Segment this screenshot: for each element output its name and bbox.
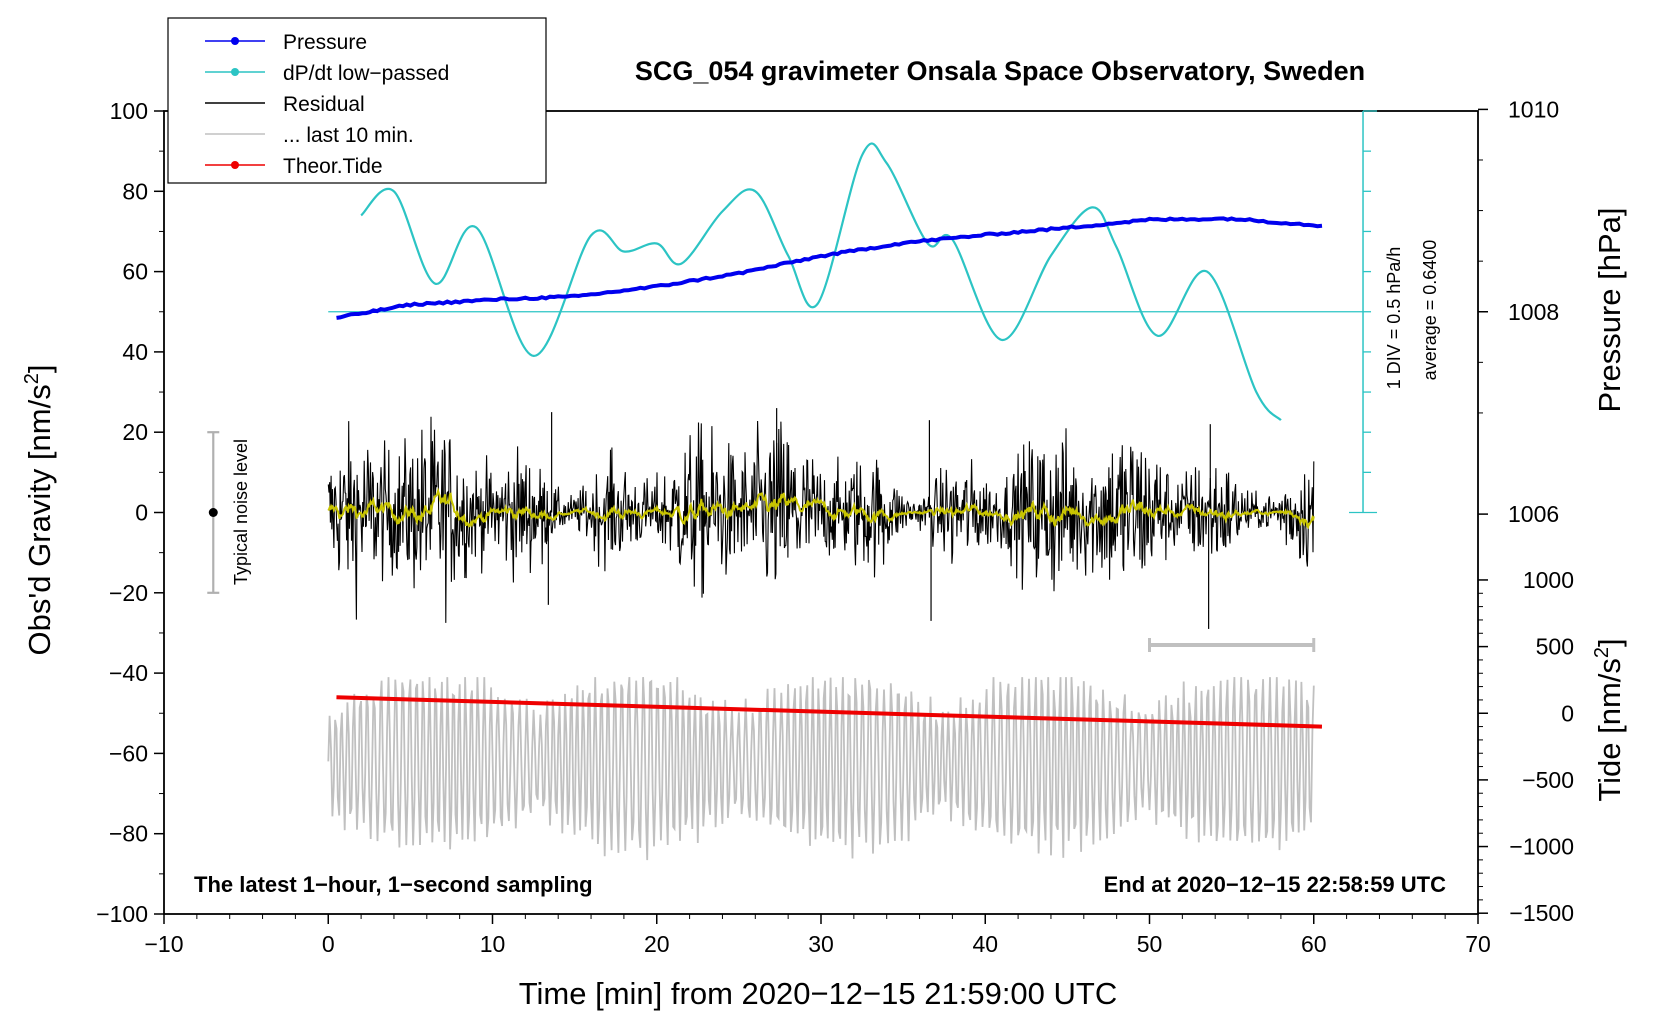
- legend-items: Pressure dP/dt low−passed Residual ... last…: [205, 31, 449, 178]
- window-bar: [1148, 637, 1316, 652]
- legend-label: Pressure: [283, 31, 367, 54]
- x-tick-label: 0: [322, 931, 335, 957]
- tide-axis-label-sup: 2: [1591, 647, 1613, 658]
- dpdt-scale-label: 1 DIV = 0.5 hPa/h: [1384, 247, 1404, 390]
- tide-line: [336, 695, 1323, 729]
- note-right: End at 2020−12−15 22:58:59 UTC: [1104, 872, 1447, 897]
- note-left: The latest 1−hour, 1−second sampling: [194, 872, 593, 897]
- last-10-min-series: [327, 677, 1315, 861]
- tide-axis-label: Tide [nm/s2]: [1591, 638, 1627, 801]
- x-tick-label: 10: [480, 931, 506, 957]
- tide-tick-label: 1000: [1523, 567, 1574, 593]
- y-tick-label: −40: [109, 660, 148, 686]
- pressure-tick-label: 1010: [1508, 96, 1559, 122]
- legend: Pressure dP/dt low−passed Residual ... last…: [167, 17, 547, 184]
- legend-marker: [231, 37, 239, 45]
- y-tick-label: 0: [135, 500, 148, 526]
- tide-series: [336, 695, 1323, 729]
- tide-tick-label: −1000: [1509, 834, 1574, 860]
- y-tick-label: 60: [122, 259, 148, 285]
- y-tick-label: −20: [109, 580, 148, 606]
- noise-bar-dot: [208, 508, 218, 517]
- x-tick-label: 60: [1301, 931, 1327, 957]
- y-axis-label: Obs'd Gravity [nm/s2]: [21, 365, 57, 656]
- tide-tick-label: −500: [1522, 767, 1574, 793]
- residual-line: [327, 416, 1315, 623]
- tide-tick-label: −1500: [1509, 900, 1574, 926]
- tide-tick-label: 500: [1536, 634, 1574, 660]
- residual-running-mean: [327, 487, 1315, 530]
- legend-marker: [231, 161, 239, 169]
- pressure-tick-label: 1006: [1508, 501, 1559, 527]
- y-tick-label: −60: [109, 740, 148, 766]
- pressure-axis-label: Pressure [hPa]: [1592, 207, 1627, 412]
- tide-tick-label: 0: [1561, 700, 1574, 726]
- x-tick-label: 70: [1465, 931, 1491, 957]
- legend-marker: [231, 68, 239, 76]
- legend-box: [167, 17, 547, 184]
- legend-label: Residual: [283, 93, 365, 116]
- x-tick-label: 30: [808, 931, 834, 957]
- x-tick-label: 20: [644, 931, 670, 957]
- pressure-series: [336, 216, 1323, 320]
- x-tick-label: 50: [1137, 931, 1163, 957]
- y-axis-label-sup: 2: [21, 373, 43, 384]
- y-tick-label: 20: [122, 419, 148, 445]
- dpdt-average-label: average = 0.6400: [1420, 240, 1440, 381]
- tide-axis-ticks: −1500 −1000 −500 0 500 1000: [1478, 567, 1574, 926]
- pressure-axis-ticks: 1006 1008 1010: [1478, 96, 1559, 527]
- last-10-min-line: [327, 677, 1315, 861]
- y-axis-ticks: −100 −80 −60 −40 −20 0 20 40 60 80 100: [96, 98, 164, 927]
- x-tick-label: 40: [972, 931, 998, 957]
- chart-title: SCG_054 gravimeter Onsala Space Observat…: [635, 56, 1365, 86]
- y-tick-label: 40: [122, 339, 148, 365]
- y-tick-label: −80: [109, 821, 148, 847]
- y-axis-label-main: Obs'd Gravity [nm/s: [22, 384, 57, 655]
- y-axis-label-end: ]: [22, 365, 57, 374]
- x-tick-label: −10: [144, 931, 183, 957]
- legend-label: ... last 10 min.: [283, 124, 414, 147]
- dpdt-series: [360, 142, 1282, 422]
- pressure-line: [336, 216, 1323, 320]
- residual-series: [327, 408, 1315, 629]
- x-axis-label: Time [min] from 2020−12−15 21:59:00 UTC: [519, 976, 1118, 1011]
- legend-label: Theor.Tide: [283, 155, 383, 178]
- y-tick-label: 80: [122, 178, 148, 204]
- running-mean-line: [327, 487, 1315, 530]
- y-tick-label: −100: [96, 901, 148, 927]
- tide-axis-label-main: Tide [nm/s: [1592, 658, 1627, 802]
- pressure-tick-label: 1008: [1508, 299, 1559, 325]
- noise-level-bar: [207, 431, 220, 594]
- noise-level-label: Typical noise level: [231, 439, 251, 585]
- y-tick-label: 100: [110, 98, 148, 124]
- legend-label: dP/dt low−passed: [283, 62, 449, 85]
- tide-axis-label-end: ]: [1592, 638, 1627, 647]
- dpdt-scale-bar: [1349, 110, 1378, 514]
- dpdt-line: [360, 142, 1282, 422]
- x-axis-ticks: −10 0 10 20 30 40 50 60 70: [144, 914, 1491, 957]
